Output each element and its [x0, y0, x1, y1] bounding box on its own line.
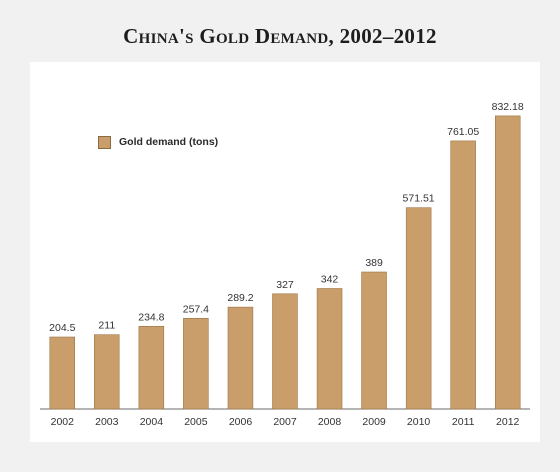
bar-2003 — [94, 334, 120, 410]
bar-2009 — [361, 271, 387, 410]
plot-area: 204.5 2002 211 2003 234.8 2004 257.4 2005 289.2 2… — [30, 62, 540, 442]
legend: Gold demand (tons) — [98, 135, 218, 149]
bar-2004 — [138, 325, 165, 410]
value-label-2007: 327 — [276, 279, 294, 291]
bar-2007 — [272, 293, 298, 410]
bar-2002 — [49, 336, 75, 410]
x-tick-label-2009: 2009 — [362, 416, 386, 428]
value-label-2003: 211 — [98, 320, 115, 332]
bar-2008 — [316, 288, 343, 410]
bar-2012 — [494, 115, 521, 410]
x-tick-label-2002: 2002 — [51, 416, 75, 428]
x-tick-label-2011: 2011 — [452, 416, 475, 428]
bar-2005 — [183, 317, 209, 410]
bar-2006 — [227, 306, 254, 410]
bar-2010 — [405, 207, 432, 410]
x-tick-label-2003: 2003 — [95, 416, 119, 428]
x-tick-label-2010: 2010 — [407, 416, 431, 428]
x-tick-label-2004: 2004 — [140, 416, 164, 428]
value-label-2002: 204.5 — [49, 322, 75, 334]
value-label-2011: 761.05 — [447, 126, 479, 138]
value-label-2004: 234.8 — [138, 311, 164, 323]
value-label-2006: 289.2 — [227, 292, 253, 304]
value-label-2009: 389 — [365, 257, 383, 269]
x-tick-label-2008: 2008 — [318, 416, 342, 428]
value-label-2010: 571.51 — [403, 193, 435, 205]
value-label-2008: 342 — [321, 274, 339, 286]
value-label-2005: 257.4 — [183, 303, 209, 315]
x-tick-label-2005: 2005 — [184, 416, 208, 428]
bar-chart: 204.5 2002 211 2003 234.8 2004 257.4 2005 289.2 2… — [40, 101, 530, 428]
chart-title: China's Gold Demand, 2002–2012 — [123, 24, 437, 48]
x-tick-label-2007: 2007 — [273, 416, 297, 428]
x-tick-label-2012: 2012 — [496, 416, 520, 428]
legend-swatch — [98, 135, 111, 149]
x-tick-label-2006: 2006 — [229, 416, 253, 428]
bar-2011 — [450, 140, 476, 410]
legend-label: Gold demand (tons) — [119, 136, 219, 148]
value-label-2012: 832.18 — [492, 101, 524, 113]
